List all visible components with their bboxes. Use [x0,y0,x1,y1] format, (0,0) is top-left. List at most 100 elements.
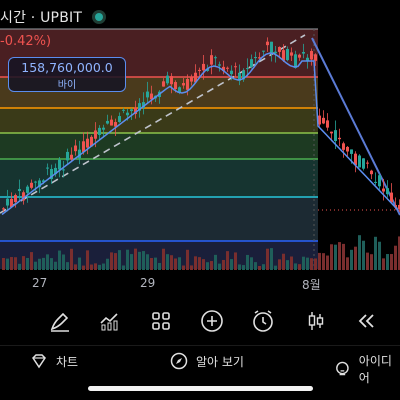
volume-bar [118,250,121,270]
volume-bar [154,257,157,270]
candle-body [390,192,393,203]
volume-bar [298,264,301,270]
candle-body [374,181,377,183]
indicator-tool-button[interactable] [92,303,128,339]
candle-body [190,76,193,82]
nav-explore[interactable]: 알아 보기 [170,352,244,370]
price-marker[interactable]: 158,760,000.0 바이 [8,57,126,92]
candle-body [66,151,69,161]
volume-bar [186,249,189,270]
candle-body [2,208,5,210]
candle-body [342,143,345,150]
candle-body [378,175,381,187]
candle-body [354,153,357,165]
candle-body [370,170,373,175]
x-axis-label-aug: 8월 [302,278,321,292]
add-tool-button[interactable] [194,303,230,339]
candle-body [122,109,125,111]
volume-bar [222,259,225,270]
pen-tool-button[interactable] [42,303,78,339]
candle-body [330,131,333,134]
candle-body [74,145,77,152]
blue-trendline [311,37,400,216]
volume-bar [78,257,81,270]
volume-bar [306,257,309,270]
volume-bar [50,258,53,270]
candle-body [210,55,213,65]
volume-bar [178,257,181,270]
volume-bar [318,252,321,270]
volume-bar [302,256,305,270]
volume-bar [282,253,285,270]
candle-body [274,51,277,54]
candle-body [282,50,285,61]
volume-bar [262,264,265,270]
candle-body [238,73,241,81]
candle-body [326,120,329,128]
price-marker-label: 바이 [57,80,77,91]
alarm-tool-button[interactable] [245,303,281,339]
volume-bar [138,251,141,270]
price-chart[interactable] [0,0,400,300]
candle-body [194,72,197,83]
candle-body [270,41,273,54]
indicator-icon [100,313,118,331]
volume-bar [334,244,337,270]
home-indicator [88,386,313,391]
volume-bar [110,252,113,270]
nav-chart[interactable]: 차트 [30,352,78,370]
candle-body [98,127,101,135]
nav-ideas[interactable]: 아이디어 [334,352,400,386]
candle-body [298,54,301,58]
nav-chart-label: 차트 [56,354,79,369]
candle-body [278,47,281,52]
candle-body [334,130,337,142]
volume-bar [310,258,313,270]
volume-bar [26,257,29,270]
volume-bar [30,252,33,270]
volume-bar [258,265,261,270]
candle-body [302,51,305,54]
candle-body [222,66,225,71]
candle-body [78,149,81,159]
volume-bar [198,257,201,270]
candle-body [202,63,205,71]
volume-bar [242,265,245,270]
candle-body [14,195,17,203]
volume-bars [2,235,400,270]
volume-bar [38,258,41,270]
volume-bar [346,257,349,270]
candle-body [138,103,141,111]
candle-body [38,180,41,188]
volume-bar [378,241,381,270]
volume-bar [370,254,373,270]
volume-bar [238,264,241,270]
volume-bar [14,257,17,270]
volume-bar [166,254,169,270]
chart-gem-icon [32,354,46,369]
volume-bar [102,263,105,270]
candle-body [366,162,369,164]
candle-body [82,141,85,152]
layout-tool-button[interactable] [143,303,179,339]
candle-body [26,186,29,193]
volume-bar [6,258,9,270]
candle-body [310,51,313,60]
candle-body [322,117,325,124]
volume-bar [106,258,109,270]
volume-bar [74,264,77,270]
volume-bar [202,259,205,270]
rewind-icon [358,314,374,328]
candle-body [34,181,37,183]
pen-icon [50,312,69,332]
candle-body [126,112,129,116]
volume-bar [314,258,317,270]
candle-tool-button[interactable] [298,303,334,339]
candle-body [118,116,121,122]
candle-body [6,198,9,206]
volume-bar [82,265,85,270]
volume-bar [386,254,389,270]
volume-bar [182,265,185,270]
candle-body [258,57,261,59]
replay-tool-button[interactable] [348,303,384,339]
